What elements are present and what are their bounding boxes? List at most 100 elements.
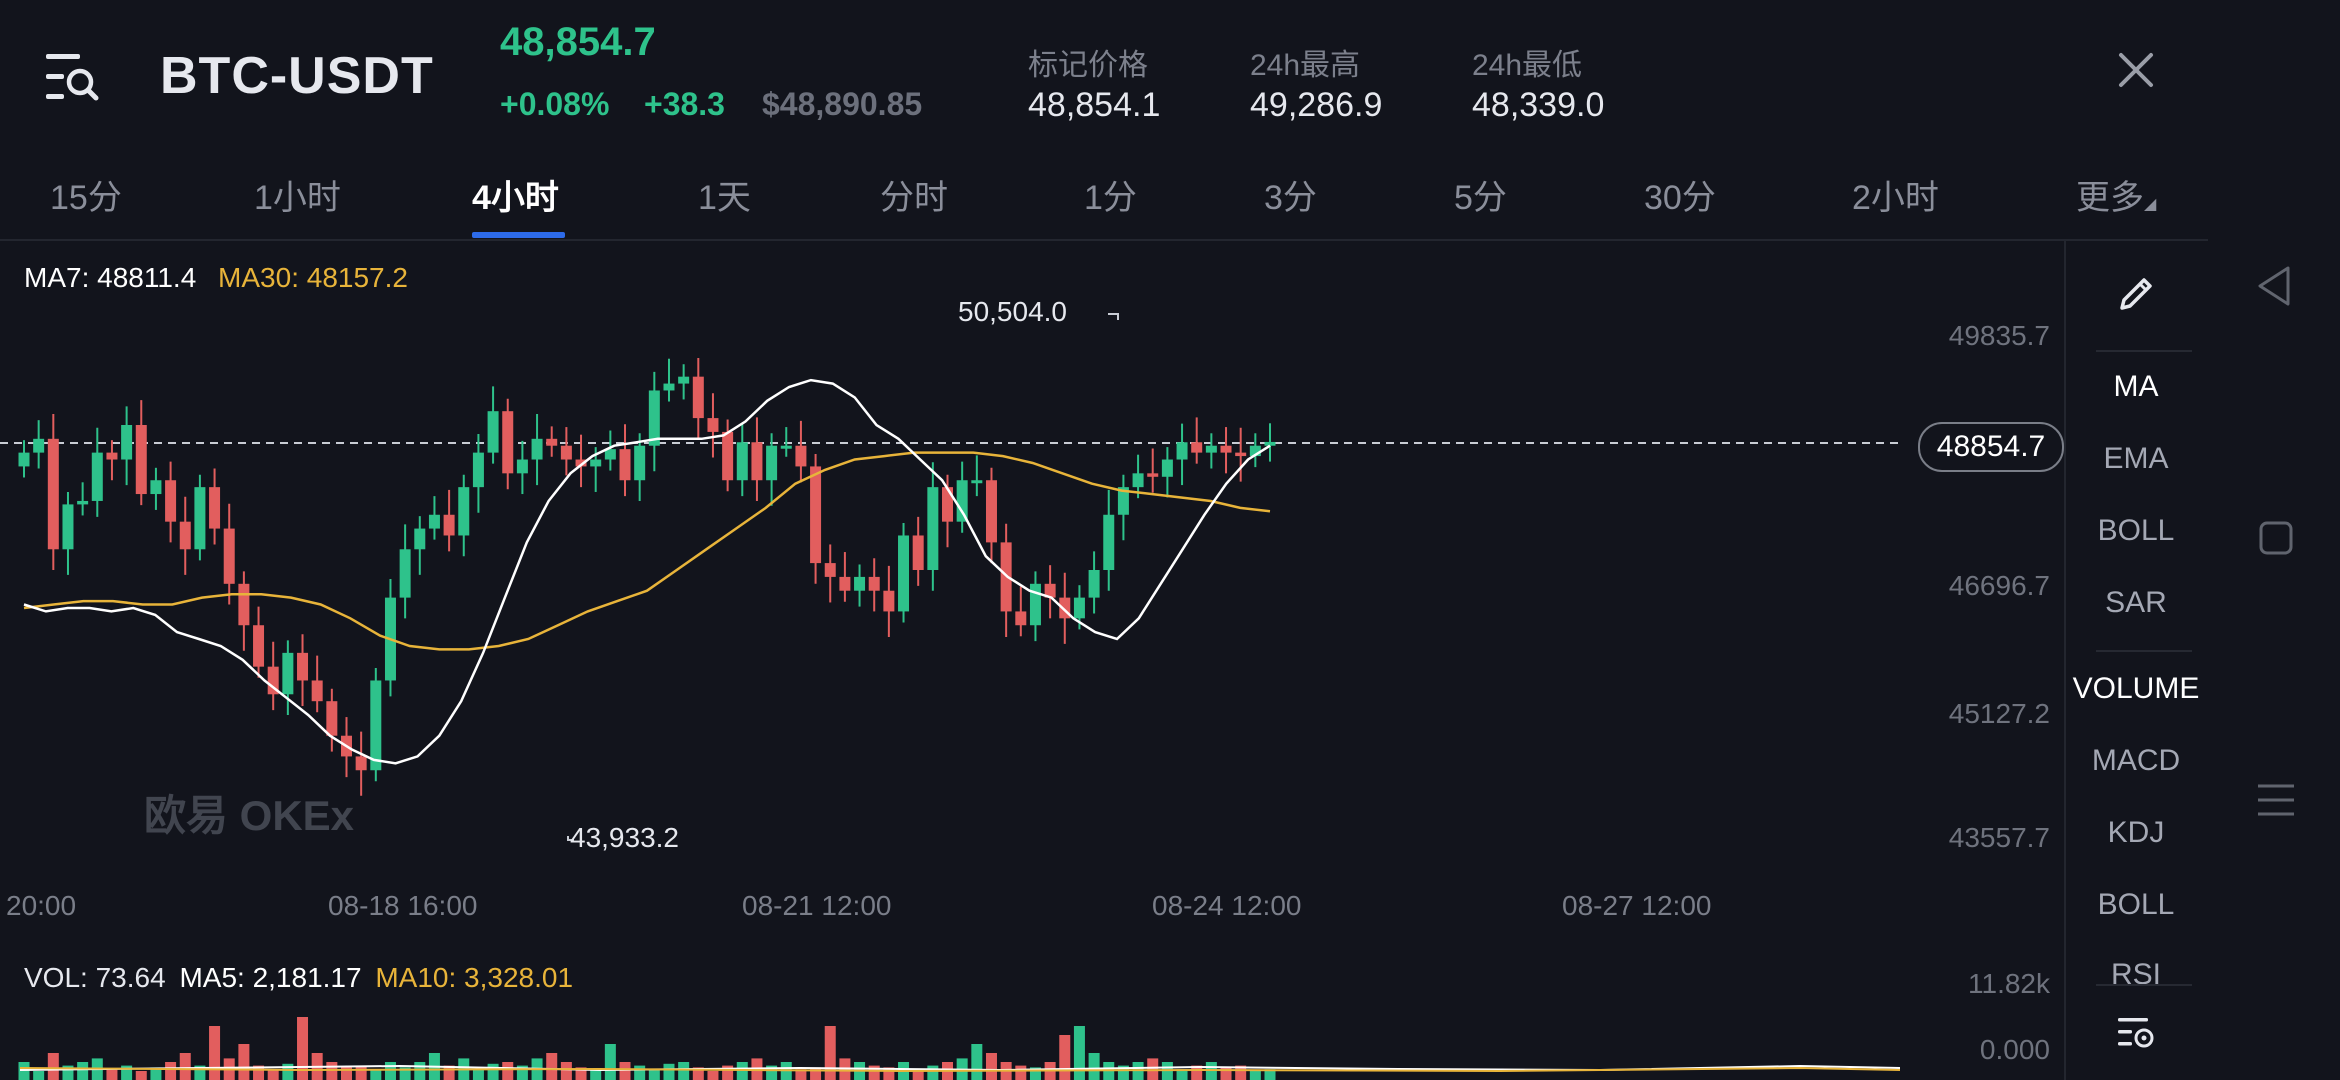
volume-bar [590, 1069, 602, 1080]
candle-down [795, 445, 807, 467]
close-icon[interactable] [2118, 52, 2154, 88]
indicator-rsi[interactable]: RSI [2110, 958, 2161, 986]
tab-more[interactable]: 更多◢ [2076, 170, 2156, 219]
candle-up [634, 445, 646, 481]
mark-price-value: 48,854.1 [1028, 86, 1161, 124]
candle-down [985, 480, 997, 543]
candle-up [780, 445, 792, 449]
candle-down [619, 449, 631, 481]
ma30-legend: MA30: 48157.2 [218, 262, 408, 293]
pencil-icon[interactable] [2116, 274, 2156, 314]
candle-up [18, 452, 30, 467]
mark-price-label: 标记价格 [1028, 49, 1148, 82]
volume-bar [1220, 1067, 1232, 1080]
indicator-boll[interactable]: BOLL [2097, 514, 2175, 547]
candle-up [971, 480, 983, 484]
tab-5m[interactable]: 5分 [1454, 179, 1507, 217]
volume-bar [868, 1065, 880, 1080]
volume-bar [165, 1062, 177, 1080]
recents-menu-icon[interactable] [2256, 780, 2296, 820]
tab-2h[interactable]: 2小时 [1852, 179, 1939, 217]
ma30-line [23, 451, 1271, 651]
vol-ma10: MA10: 3,328.01 [375, 962, 574, 993]
candle-down [209, 487, 221, 529]
volume-chart [18, 1017, 1900, 1080]
candle-down [1059, 597, 1071, 619]
tab-1m[interactable]: 1分 [1084, 179, 1137, 217]
candle-up [1073, 597, 1085, 619]
volume-bar [414, 1062, 426, 1080]
candle-down [355, 756, 367, 771]
volume-bar [121, 1065, 133, 1080]
candle-down [179, 521, 191, 550]
tab-1h[interactable]: 1小时 [254, 179, 341, 217]
volume-bar [516, 1065, 528, 1080]
tab-timeshare[interactable]: 分时 [880, 179, 948, 217]
candle-up [487, 411, 499, 453]
back-icon[interactable] [2254, 264, 2294, 308]
panel-separator [2096, 984, 2192, 986]
volume-bar [634, 1065, 646, 1080]
right-panel-divider [2064, 240, 2066, 1080]
volume-bar [692, 1067, 704, 1080]
indicator-sar[interactable]: SAR [2105, 586, 2167, 619]
candle-down [868, 576, 880, 591]
volume-legend: VOL: 73.64 MA5: 2,181.17 MA10: 3,328.01 [24, 962, 573, 994]
candle-down [267, 666, 279, 695]
volume-bar [648, 1069, 660, 1080]
candle-up [414, 528, 426, 550]
indicator-kdj[interactable]: KDJ [2107, 816, 2165, 849]
candle-up [956, 480, 968, 522]
indicator-volume[interactable]: VOLUME [2072, 672, 2200, 705]
candle-up [1249, 445, 1261, 457]
volume-bar [77, 1062, 89, 1080]
volume-bar [1073, 1026, 1085, 1080]
candle-up [428, 514, 440, 529]
x-tick-3: 08-21 12:00 [742, 890, 892, 921]
candle-down [810, 466, 822, 564]
candle-down [443, 514, 455, 536]
candle-up [194, 487, 206, 550]
volume-bar [47, 1053, 59, 1080]
candle-down [502, 411, 514, 474]
candle-down [253, 625, 265, 667]
candle-up [62, 504, 74, 550]
tab-15m[interactable]: 15分 [50, 179, 122, 217]
candle-up [1205, 445, 1217, 453]
tab-30m[interactable]: 30分 [1644, 179, 1716, 217]
home-icon[interactable] [2258, 520, 2294, 556]
volume-bar [209, 1026, 221, 1080]
candle-down [1015, 611, 1027, 626]
ma7-line [23, 378, 1271, 765]
indicator-ema[interactable]: EMA [2103, 442, 2169, 475]
indicator-boll-sub[interactable]: BOLL [2097, 888, 2175, 921]
volume-bar [18, 1062, 30, 1080]
trading-pair-title[interactable]: BTC-USDT [160, 47, 434, 105]
vol-value: VOL: 73.64 [24, 962, 166, 993]
candle-down [824, 563, 836, 577]
volume-bar [722, 1065, 734, 1080]
volume-bar [267, 1069, 279, 1080]
tab-1d[interactable]: 1天 [698, 179, 751, 217]
volume-bar [179, 1053, 191, 1080]
candle-up [150, 480, 162, 495]
candle-up [472, 452, 484, 488]
candlestick-chart[interactable] [0, 280, 1900, 860]
candle-up [399, 549, 411, 598]
candle-up [121, 425, 133, 460]
menu-search-icon[interactable] [44, 52, 100, 104]
volume-bar [985, 1053, 997, 1080]
vol-y-tick-zero: 0.000 [1979, 1034, 2050, 1065]
indicator-macd[interactable]: MACD [2091, 744, 2181, 777]
tab-4h[interactable]: 4小时 [472, 179, 559, 217]
volume-bar [1235, 1065, 1247, 1080]
indicator-settings-icon[interactable] [2116, 1014, 2156, 1054]
volume-bar [297, 1017, 309, 1080]
tab-3m[interactable]: 3分 [1264, 179, 1317, 217]
candle-up [531, 438, 543, 460]
volume-bar [326, 1062, 338, 1080]
candle-down [1220, 445, 1232, 453]
indicator-ma[interactable]: MA [2113, 370, 2159, 403]
volume-bar [106, 1069, 118, 1080]
panel-separator [2096, 350, 2192, 352]
